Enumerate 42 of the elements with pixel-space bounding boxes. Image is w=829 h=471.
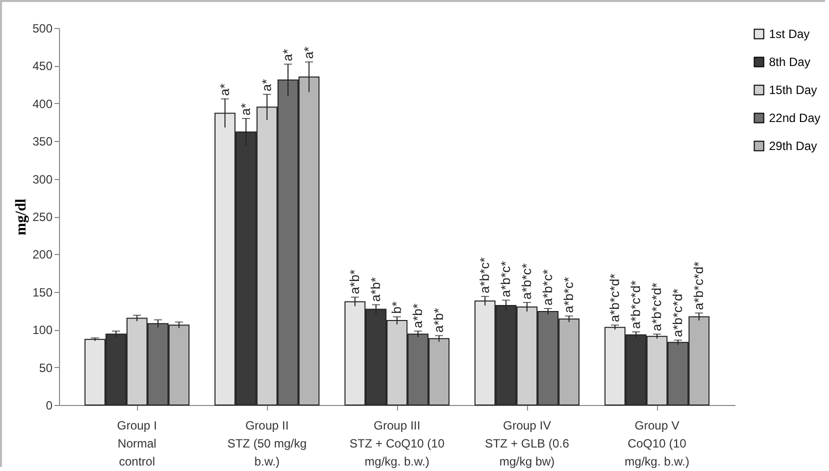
y-tick-label: 150: [32, 285, 53, 300]
data-label: a*b*c*: [519, 263, 534, 300]
data-label: a*b*c*d*: [606, 274, 622, 322]
legend-label: 1st Day: [769, 27, 810, 41]
data-label: a*b*: [368, 277, 383, 302]
y-tick-label: 0: [46, 398, 53, 412]
x-tick-label: Group I Normal control: [116, 418, 158, 468]
y-tick-label: 500: [32, 22, 53, 36]
x-tick-label: Group II STZ (50 mg/kg b.w.): [227, 418, 307, 468]
data-label: a*b*: [410, 304, 426, 328]
y-tick-label: 200: [32, 248, 53, 262]
legend-label: 8th Day: [769, 55, 810, 69]
data-label: a*b*: [346, 270, 362, 294]
data-label: a*b*c*d*: [628, 280, 643, 329]
legend-label: 22nd Day: [769, 111, 820, 125]
data-label: a*: [259, 79, 274, 92]
data-label: a*b*c*d*: [649, 282, 664, 332]
data-label: a*b*c*d*: [670, 288, 686, 338]
data-label: a*b*c*: [498, 261, 513, 298]
data-label: a*: [301, 46, 316, 59]
y-tick-label: 50: [39, 360, 53, 375]
data-label: a*b*c*: [476, 257, 492, 294]
x-tick-label: Group IV STZ + GLB (0.6 mg/kg bw): [484, 418, 570, 468]
legend-label: 29th Day: [769, 139, 818, 153]
y-tick-label: 250: [32, 210, 53, 224]
data-label: a*: [216, 84, 232, 96]
data-label: b*: [389, 301, 404, 314]
data-label: a*: [280, 48, 296, 62]
data-label: a*: [238, 103, 253, 116]
y-tick-label: 400: [32, 96, 53, 111]
y-tick-label: 350: [32, 134, 53, 149]
data-label: a*b*c*: [561, 276, 576, 314]
y-axis-title: mg/dl: [13, 198, 30, 236]
y-tick-label: 300: [32, 172, 53, 186]
y-tick-label: 450: [32, 59, 53, 74]
data-label: a*b*c*: [540, 269, 556, 306]
data-label: a*b*c*d*: [691, 262, 706, 310]
x-tick-label: Group III STZ + CoQ10 (10 mg/kg. b.w.): [349, 418, 445, 468]
y-tick-label: 100: [32, 323, 53, 338]
x-tick-label: Group V CoQ10 (10 mg/kg. b.w.): [624, 418, 690, 468]
data-label: a*b*: [431, 308, 446, 333]
legend-label: 15th Day: [769, 83, 818, 97]
